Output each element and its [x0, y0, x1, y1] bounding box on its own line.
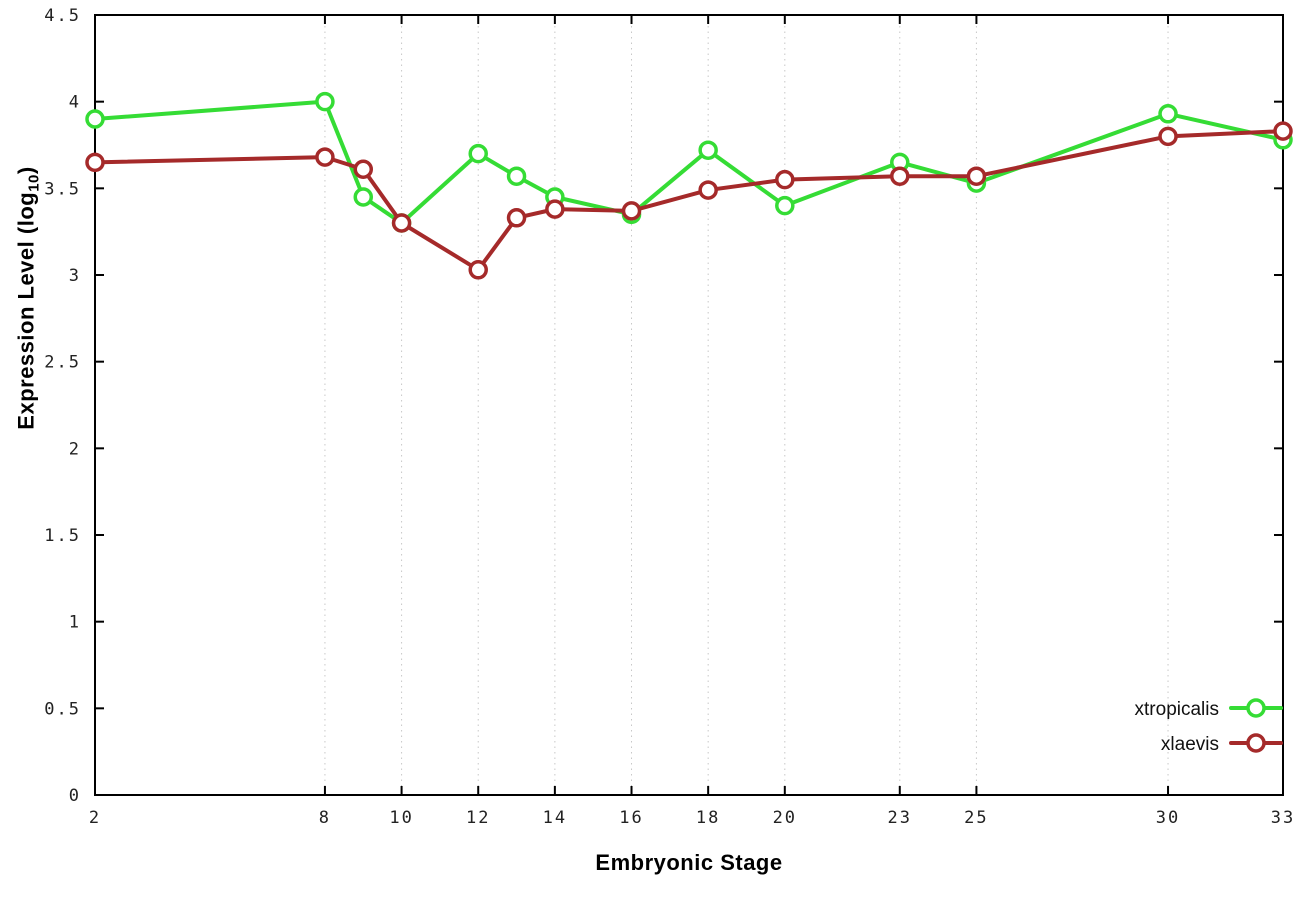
x-tick-label: 8: [319, 808, 331, 828]
y-tick-label: 2.5: [44, 353, 81, 373]
data-point-xtropicalis: [315, 91, 335, 112]
plot-border: [94, 14, 1284, 796]
y-tick-label: 0.5: [44, 699, 81, 719]
series-line-xlaevis: [93, 129, 1285, 272]
data-point-xlaevis: [890, 166, 910, 186]
legend-sample-marker-xtropicalis: [1246, 698, 1266, 718]
y-tick-label: 2: [69, 439, 81, 459]
y-tick-label: 4: [69, 93, 81, 113]
x-tick-label: 30: [1156, 808, 1180, 828]
data-point-xtropicalis: [698, 140, 718, 160]
data-point-xlaevis: [1273, 121, 1293, 141]
data-point-xlaevis: [775, 169, 795, 190]
y-axis-title-close: ): [13, 166, 39, 175]
legend-sample-marker-xlaevis: [1246, 733, 1266, 753]
y-axis-title-subscript: 10: [25, 174, 43, 192]
y-tick-label: 4.5: [44, 6, 81, 26]
x-tick-label: 33: [1271, 808, 1295, 828]
x-axis-title: Embryonic Stage: [595, 850, 783, 875]
data-point-xtropicalis: [506, 166, 527, 186]
data-point-xlaevis: [698, 180, 718, 200]
data-point-xtropicalis: [353, 187, 374, 207]
data-point-xlaevis: [315, 147, 335, 167]
legend-label-xlaevis: xlaevis: [1161, 734, 1219, 755]
data-point-xlaevis: [353, 159, 374, 180]
data-point-xlaevis: [621, 201, 642, 221]
data-point-xlaevis: [85, 152, 105, 173]
data-point-xtropicalis: [85, 109, 105, 129]
data-point-xtropicalis: [1158, 104, 1178, 124]
legend-label-xtropicalis: xtropicalis: [1135, 699, 1219, 720]
y-tick-label: 0: [69, 786, 81, 806]
x-tick-label: 20: [773, 808, 797, 828]
x-tick-label: 12: [466, 808, 490, 828]
data-point-xlaevis: [391, 213, 412, 233]
y-tick-label: 3.5: [44, 179, 81, 199]
data-point-xtropicalis: [775, 195, 795, 216]
data-point-xlaevis: [545, 199, 565, 219]
x-tick-label: 18: [696, 808, 720, 828]
data-point-xtropicalis: [468, 143, 488, 164]
series-line-xtropicalis: [93, 99, 1285, 225]
x-tick-label: 2: [89, 808, 101, 828]
y-tick-label: 1: [69, 613, 81, 633]
y-axis-title: Expression Level (log10): [13, 166, 42, 429]
y-tick-label: 1.5: [44, 526, 81, 546]
x-tick-label: 14: [543, 808, 567, 828]
y-axis-title-text: Expression Level (log: [13, 191, 39, 430]
x-tick-label: 23: [888, 808, 912, 828]
x-tick-label: 25: [964, 808, 988, 828]
data-point-xlaevis: [1158, 126, 1178, 147]
data-point-xlaevis: [966, 166, 987, 186]
data-point-xlaevis: [468, 260, 488, 280]
data-point-xlaevis: [506, 208, 527, 228]
x-tick-label: 16: [619, 808, 643, 828]
y-tick-label: 3: [69, 266, 81, 286]
x-tick-label: 10: [389, 808, 413, 828]
